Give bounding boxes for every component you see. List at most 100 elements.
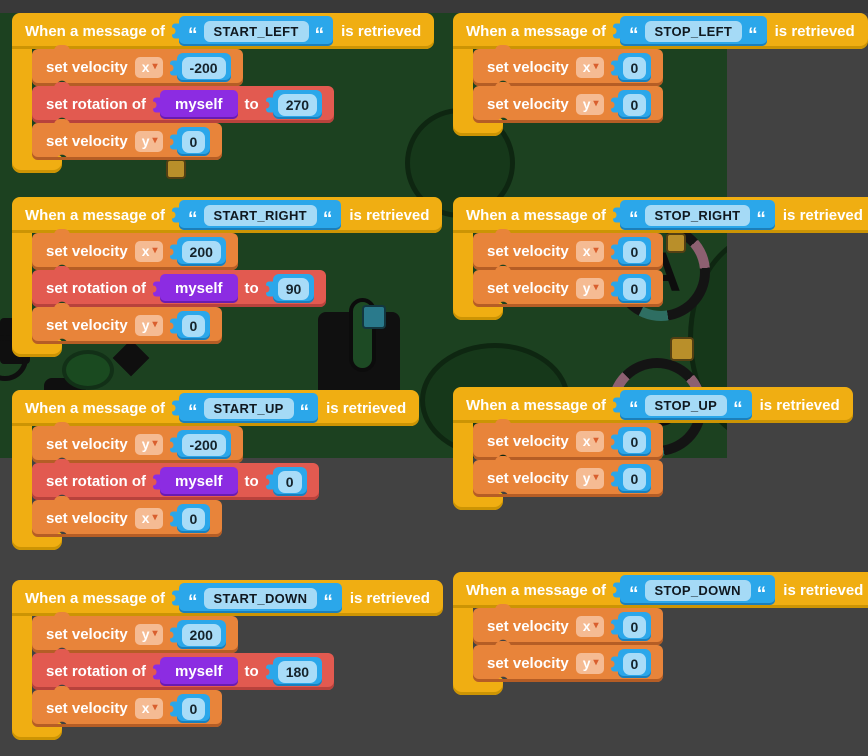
myself-block[interactable]: myself — [160, 90, 238, 119]
set-velocity-block[interactable]: set velocity y ▾ 0 — [473, 82, 664, 123]
number-value-block[interactable]: 0 — [617, 53, 652, 82]
myself-block[interactable]: myself — [160, 274, 238, 303]
number-value[interactable]: 0 — [622, 240, 647, 263]
message-name-value[interactable]: STOP_DOWN — [644, 579, 751, 601]
number-value[interactable]: -200 — [181, 433, 226, 456]
set-velocity-block[interactable]: set velocity y ▾ 0 — [32, 303, 223, 344]
message-name-value[interactable]: STOP_LEFT — [644, 20, 743, 42]
set-velocity-block[interactable]: set velocity x ▾ 0 — [473, 45, 664, 86]
number-value[interactable]: 200 — [181, 240, 221, 263]
set-velocity-block[interactable]: set velocity y ▾ 0 — [473, 456, 664, 497]
when-message-hat-block[interactable]: When a message of “ START_RIGHT “ is ret… — [12, 197, 443, 233]
axis-dropdown[interactable]: x ▾ — [134, 508, 163, 529]
when-message-hat-block[interactable]: When a message of “ START_LEFT “ is retr… — [12, 13, 435, 49]
axis-dropdown[interactable]: y ▾ — [575, 653, 604, 674]
number-value[interactable]: 0 — [277, 470, 302, 493]
axis-dropdown[interactable]: x ▾ — [134, 698, 163, 719]
message-name-value[interactable]: STOP_RIGHT — [644, 204, 751, 226]
number-value[interactable]: 200 — [181, 623, 221, 646]
set-velocity-block[interactable]: set velocity x ▾ 0 — [473, 604, 664, 645]
axis-dropdown[interactable]: x ▾ — [575, 241, 604, 262]
axis-dropdown[interactable]: x ▾ — [134, 241, 163, 262]
number-value-block[interactable]: 0 — [176, 694, 211, 723]
block-stack-stop-left[interactable]: When a message of “ STOP_LEFT “ is retri… — [453, 13, 868, 136]
message-name-value[interactable]: START_RIGHT — [203, 204, 317, 226]
number-value[interactable]: 0 — [181, 507, 206, 530]
when-message-hat-block[interactable]: When a message of “ STOP_LEFT “ is retri… — [453, 13, 868, 49]
message-name-block[interactable]: “ START_RIGHT “ — [179, 200, 342, 230]
set-rotation-block[interactable]: set rotation of myself to 0 — [32, 459, 319, 500]
message-name-value[interactable]: STOP_UP — [644, 394, 728, 416]
axis-dropdown[interactable]: x ▾ — [575, 431, 604, 452]
message-name-block[interactable]: “ STOP_UP “ — [620, 390, 752, 420]
set-velocity-block[interactable]: set velocity y ▾ 0 — [473, 641, 664, 682]
message-name-block[interactable]: “ START_DOWN “ — [179, 583, 342, 613]
number-value[interactable]: 0 — [622, 430, 647, 453]
axis-dropdown[interactable]: x ▾ — [575, 616, 604, 637]
when-message-hat-block[interactable]: When a message of “ START_UP “ is retrie… — [12, 390, 420, 426]
set-rotation-block[interactable]: set rotation of myself to 90 — [32, 266, 327, 307]
number-value[interactable]: 0 — [622, 277, 647, 300]
message-name-value[interactable]: START_UP — [203, 397, 294, 419]
axis-dropdown[interactable]: y ▾ — [575, 278, 604, 299]
axis-dropdown[interactable]: y ▾ — [134, 131, 163, 152]
number-value-block[interactable]: 0 — [617, 464, 652, 493]
message-name-block[interactable]: “ STOP_DOWN “ — [620, 575, 776, 605]
set-velocity-block[interactable]: set velocity x ▾ -200 — [32, 45, 243, 86]
number-value-block[interactable]: 0 — [617, 237, 652, 266]
number-value-block[interactable]: 200 — [176, 237, 226, 266]
number-value-block[interactable]: 270 — [272, 90, 323, 119]
axis-dropdown[interactable]: y ▾ — [575, 94, 604, 115]
set-velocity-block[interactable]: set velocity x ▾ 0 — [473, 229, 664, 270]
axis-dropdown[interactable]: y ▾ — [575, 468, 604, 489]
block-stack-start-up[interactable]: When a message of “ START_UP “ is retrie… — [12, 390, 420, 550]
axis-dropdown[interactable]: y ▾ — [134, 315, 163, 336]
set-velocity-block[interactable]: set velocity x ▾ 0 — [473, 419, 664, 460]
number-value-block[interactable]: -200 — [176, 53, 231, 82]
number-value[interactable]: 0 — [622, 615, 647, 638]
axis-dropdown[interactable]: x ▾ — [575, 57, 604, 78]
number-value-block[interactable]: 0 — [176, 311, 211, 340]
number-value-block[interactable]: 0 — [176, 504, 211, 533]
block-stack-stop-down[interactable]: When a message of “ STOP_DOWN “ is retri… — [453, 572, 868, 695]
myself-block[interactable]: myself — [160, 657, 238, 686]
number-value[interactable]: 0 — [622, 56, 647, 79]
message-name-value[interactable]: START_DOWN — [203, 587, 318, 609]
block-stack-start-right[interactable]: When a message of “ START_RIGHT “ is ret… — [12, 197, 443, 357]
number-value-block[interactable]: 0 — [617, 274, 652, 303]
number-value-block[interactable]: 180 — [272, 657, 323, 686]
number-value[interactable]: 90 — [277, 277, 310, 300]
number-value[interactable]: 0 — [181, 314, 206, 337]
number-value[interactable]: 180 — [277, 660, 318, 683]
set-velocity-block[interactable]: set velocity x ▾ 200 — [32, 229, 238, 270]
block-stack-start-left[interactable]: When a message of “ START_LEFT “ is retr… — [12, 13, 435, 173]
set-velocity-block[interactable]: set velocity y ▾ -200 — [32, 422, 243, 463]
message-name-block[interactable]: “ START_LEFT “ — [179, 16, 334, 46]
number-value-block[interactable]: 0 — [617, 90, 652, 119]
set-velocity-block[interactable]: set velocity y ▾ 0 — [32, 119, 223, 160]
message-name-block[interactable]: “ STOP_RIGHT “ — [620, 200, 775, 230]
when-message-hat-block[interactable]: When a message of “ STOP_RIGHT “ is retr… — [453, 197, 868, 233]
number-value-block[interactable]: 90 — [272, 274, 315, 303]
set-rotation-block[interactable]: set rotation of myself to 270 — [32, 82, 335, 123]
block-stack-stop-right[interactable]: When a message of “ STOP_RIGHT “ is retr… — [453, 197, 868, 320]
myself-block[interactable]: myself — [160, 467, 238, 496]
set-rotation-block[interactable]: set rotation of myself to 180 — [32, 649, 335, 690]
block-stack-start-down[interactable]: When a message of “ START_DOWN “ is retr… — [12, 580, 443, 740]
number-value[interactable]: 0 — [622, 652, 647, 675]
number-value[interactable]: 0 — [622, 93, 647, 116]
when-message-hat-block[interactable]: When a message of “ STOP_DOWN “ is retri… — [453, 572, 868, 608]
axis-dropdown[interactable]: y ▾ — [134, 624, 163, 645]
set-velocity-block[interactable]: set velocity y ▾ 200 — [32, 612, 238, 653]
message-name-block[interactable]: “ STOP_LEFT “ — [620, 16, 767, 46]
number-value[interactable]: 0 — [181, 130, 206, 153]
number-value-block[interactable]: 0 — [617, 427, 652, 456]
number-value-block[interactable]: 0 — [617, 649, 652, 678]
axis-dropdown[interactable]: x ▾ — [134, 57, 163, 78]
number-value-block[interactable]: -200 — [176, 430, 231, 459]
number-value-block[interactable]: 0 — [617, 612, 652, 641]
number-value-block[interactable]: 0 — [176, 127, 211, 156]
number-value[interactable]: 0 — [622, 467, 647, 490]
message-name-block[interactable]: “ START_UP “ — [179, 393, 319, 423]
block-stack-stop-up[interactable]: When a message of “ STOP_UP “ is retriev… — [453, 387, 853, 510]
